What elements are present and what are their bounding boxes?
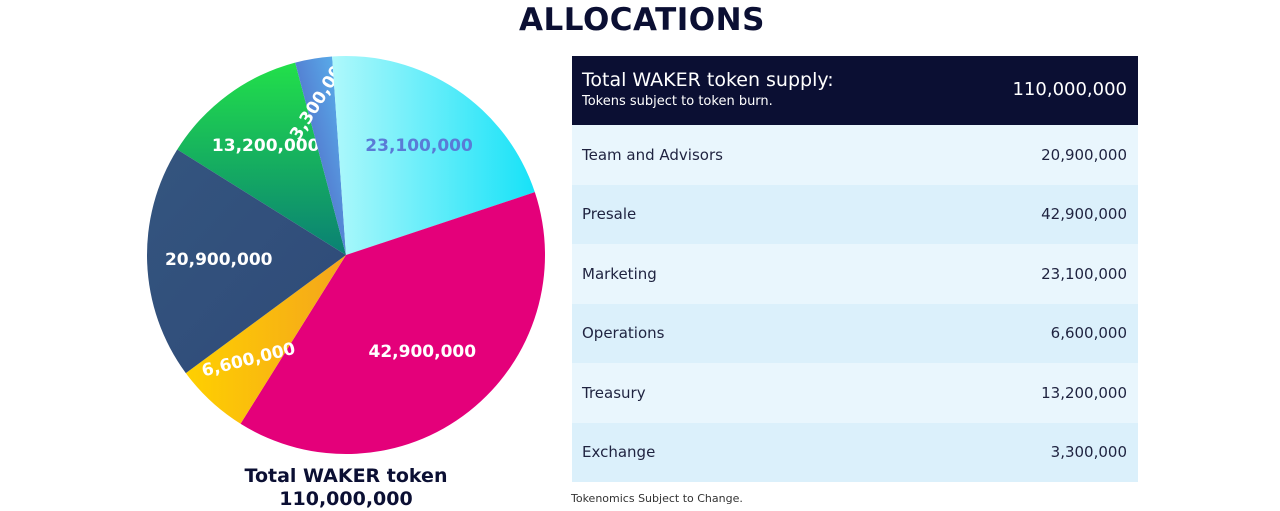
row-value: 3,300,000 bbox=[1050, 443, 1127, 462]
pie-caption-title: Total WAKER token bbox=[244, 465, 448, 487]
table-row: Treasury 13,200,000 bbox=[572, 363, 1138, 423]
pie-svg: 13,200,0003,300,00023,100,00042,900,0006… bbox=[147, 52, 545, 454]
allocation-table: Total WAKER token supply: Tokens subject… bbox=[572, 56, 1138, 482]
row-label: Marketing bbox=[582, 264, 657, 283]
pie-caption: Total WAKER token 110,000,000 bbox=[146, 465, 546, 511]
table-row: Presale 42,900,000 bbox=[572, 184, 1138, 244]
row-label: Treasury bbox=[582, 383, 646, 402]
row-label: Exchange bbox=[582, 443, 656, 462]
table-row: Operations 6,600,000 bbox=[572, 303, 1138, 363]
pie-slice-treasury bbox=[177, 62, 346, 256]
pie-label-treasury: 13,200,000 bbox=[212, 136, 320, 156]
row-value: 42,900,000 bbox=[1041, 205, 1127, 224]
pie-slice-presale bbox=[240, 192, 545, 454]
pie-label-presale: 42,900,000 bbox=[369, 342, 477, 362]
row-label: Operations bbox=[582, 324, 665, 343]
table-header-title: Total WAKER token supply: bbox=[582, 69, 834, 91]
row-label: Presale bbox=[582, 205, 637, 224]
pie-label-team-and-advisors: 20,900,000 bbox=[165, 250, 273, 270]
row-value: 23,100,000 bbox=[1041, 264, 1127, 283]
pie-slice-marketing bbox=[332, 56, 535, 256]
pie-slice-team-and-advisors bbox=[147, 149, 346, 374]
table-header: Total WAKER token supply: Tokens subject… bbox=[572, 56, 1138, 125]
allocation-pie-chart: 13,200,000 3,300,000 23,100,000 42,900,000 6… bbox=[146, 52, 546, 455]
pie-slice-exchange bbox=[295, 56, 346, 255]
row-value: 6,600,000 bbox=[1050, 324, 1127, 343]
row-value: 20,900,000 bbox=[1041, 145, 1127, 164]
table-header-subtitle: Tokens subject to token burn. bbox=[582, 94, 773, 109]
pie-caption-total: 110,000,000 bbox=[279, 488, 413, 510]
pie-slice-operations bbox=[185, 255, 346, 424]
row-value: 13,200,000 bbox=[1041, 383, 1127, 402]
table-row: Exchange 3,300,000 bbox=[572, 422, 1138, 482]
page-title: ALLOCATIONS bbox=[519, 2, 765, 38]
table-row: Marketing 23,100,000 bbox=[572, 244, 1138, 304]
table-row: Team and Advisors 20,900,000 bbox=[572, 125, 1138, 185]
table-header-value: 110,000,000 bbox=[1012, 79, 1127, 100]
footnote: Tokenomics Subject to Change. bbox=[571, 492, 743, 505]
pie-label-marketing: 23,100,000 bbox=[365, 136, 473, 156]
row-label: Team and Advisors bbox=[582, 145, 723, 164]
